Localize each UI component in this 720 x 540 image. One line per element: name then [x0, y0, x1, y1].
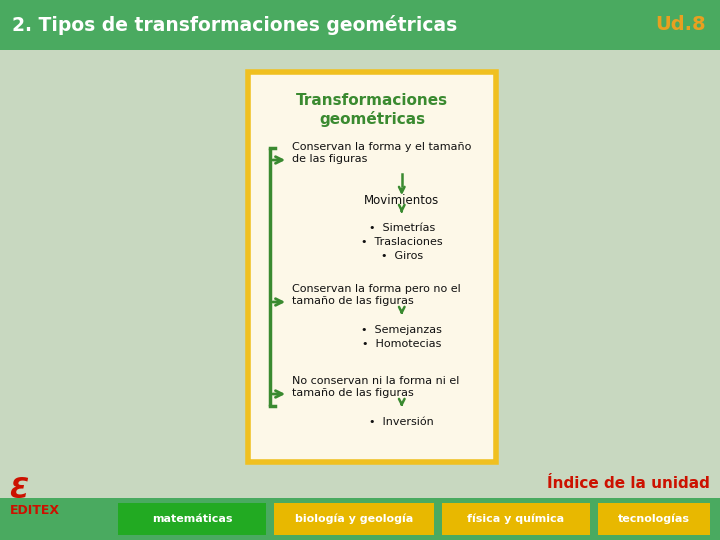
Text: Índice de la unidad: Índice de la unidad	[547, 476, 710, 491]
Text: Ɛ: Ɛ	[10, 476, 30, 504]
Text: física y química: física y química	[467, 514, 564, 524]
Text: •  Simetrías: • Simetrías	[369, 223, 435, 233]
Text: Movimientos: Movimientos	[364, 193, 439, 206]
Text: tecnologías: tecnologías	[618, 514, 690, 524]
Text: •  Homotecias: • Homotecias	[362, 339, 441, 349]
FancyBboxPatch shape	[0, 0, 720, 50]
Text: •  Traslaciones: • Traslaciones	[361, 237, 443, 247]
FancyBboxPatch shape	[118, 503, 266, 535]
FancyBboxPatch shape	[274, 503, 434, 535]
Text: Ud.8: Ud.8	[655, 16, 706, 35]
FancyBboxPatch shape	[0, 498, 720, 540]
Text: Conservan la forma y el tamaño
de las figuras: Conservan la forma y el tamaño de las fi…	[292, 142, 472, 164]
Text: 2. Tipos de transformaciones geométricas: 2. Tipos de transformaciones geométricas	[12, 15, 457, 35]
Text: No conservan ni la forma ni el
tamaño de las figuras: No conservan ni la forma ni el tamaño de…	[292, 376, 459, 398]
FancyBboxPatch shape	[598, 503, 710, 535]
Text: Transformaciones
geométricas: Transformaciones geométricas	[296, 92, 448, 127]
Text: •  Inversión: • Inversión	[369, 417, 434, 427]
Text: •  Giros: • Giros	[381, 251, 423, 261]
Text: EDITEX: EDITEX	[10, 503, 60, 516]
FancyBboxPatch shape	[442, 503, 590, 535]
FancyBboxPatch shape	[248, 72, 496, 462]
Text: Conservan la forma pero no el
tamaño de las figuras: Conservan la forma pero no el tamaño de …	[292, 284, 461, 306]
Text: •  Semejanzas: • Semejanzas	[361, 325, 442, 335]
Text: matemáticas: matemáticas	[152, 514, 233, 524]
Text: biología y geología: biología y geología	[295, 514, 413, 524]
